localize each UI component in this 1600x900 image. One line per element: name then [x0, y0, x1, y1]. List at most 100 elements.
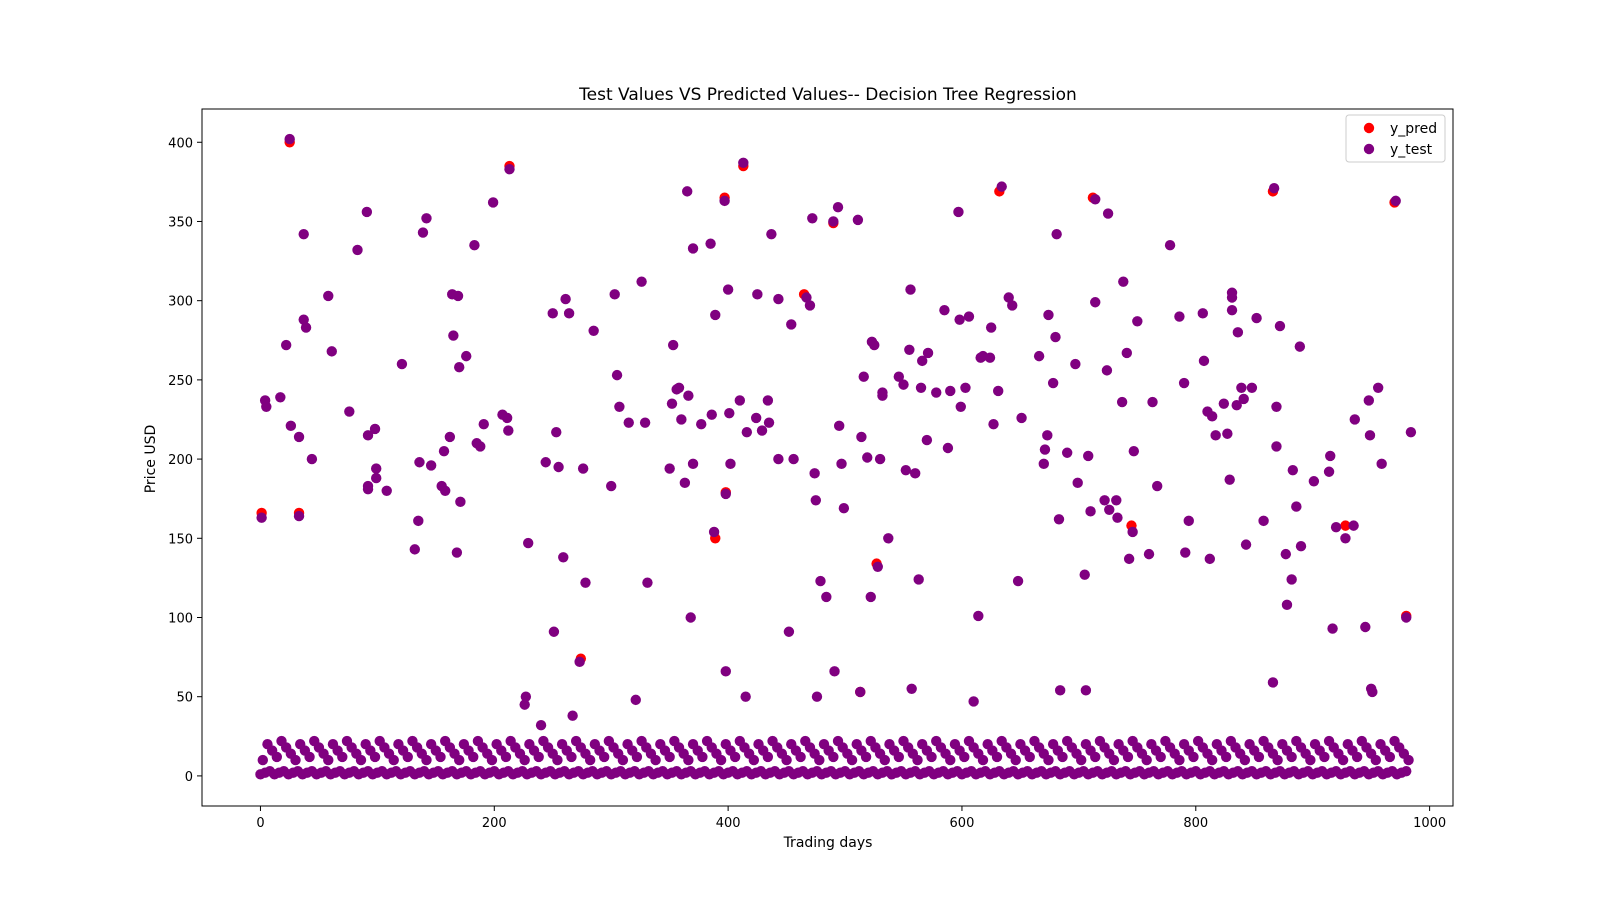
data-point-y-test	[763, 417, 775, 428]
data-point-y-test	[501, 412, 513, 424]
data-point-y-test	[1251, 312, 1262, 324]
data-point-y-test	[1174, 311, 1185, 322]
data-point-y-test	[396, 358, 408, 370]
data-point-y-test	[421, 754, 432, 766]
data-point-y-test	[1180, 547, 1191, 558]
data-point-y-test	[1003, 292, 1014, 303]
data-point-y-test	[773, 293, 784, 305]
data-point-y-test	[893, 371, 905, 382]
data-point-y-test	[519, 754, 530, 766]
data-point-y-test	[560, 293, 571, 305]
data-point-y-test	[783, 626, 795, 637]
data-point-y-test	[809, 468, 820, 479]
data-point-y-test	[1147, 396, 1158, 408]
data-point-y-test	[883, 533, 894, 544]
data-point-y-test	[1240, 539, 1252, 550]
data-point-y-test	[352, 244, 363, 256]
x-tick-label: 400	[716, 816, 741, 831]
data-point-y-test	[810, 495, 822, 506]
data-point-y-test	[741, 426, 753, 438]
data-point-y-test	[444, 431, 456, 443]
data-point-y-test	[1128, 445, 1140, 457]
data-point-y-test	[1286, 574, 1297, 585]
data-point-y-test	[413, 515, 424, 527]
data-point-y-test	[815, 575, 826, 587]
data-point-y-test	[893, 751, 905, 763]
data-point-y-test	[1224, 474, 1235, 485]
x-axis-label: Trading days	[783, 835, 873, 851]
data-point-y-test	[945, 754, 956, 766]
data-point-y-test	[1376, 458, 1387, 470]
data-point-y-test	[939, 304, 950, 316]
data-point-y-test	[879, 754, 890, 766]
data-point-y-test	[275, 392, 286, 403]
data-point-y-test	[687, 243, 699, 254]
data-point-y-test	[1104, 504, 1115, 515]
data-point-y-test	[781, 754, 792, 766]
data-point-y-test	[687, 458, 699, 470]
data-point-y-test	[323, 290, 334, 302]
data-point-y-test	[371, 463, 382, 474]
data-point-y-test	[942, 442, 954, 454]
y-axis: 0 50 100 150 200 250 300 350 400	[168, 136, 202, 785]
data-point-y-test	[584, 754, 596, 766]
data-point-y-test	[1222, 428, 1233, 439]
data-point-y-test	[1323, 466, 1335, 477]
data-point-y-test	[828, 751, 839, 763]
data-point-y-test	[917, 355, 928, 367]
data-point-y-test	[1287, 464, 1299, 476]
data-point-y-test	[1174, 754, 1185, 766]
data-point-y-test	[762, 751, 774, 763]
data-point-y-test	[1274, 320, 1286, 332]
data-point-y-test	[566, 751, 577, 763]
data-point-y-test	[926, 751, 937, 763]
data-point-y-test	[801, 292, 812, 303]
data-point-y-test	[1127, 526, 1138, 538]
data-point-y-test	[1401, 612, 1412, 623]
data-point-y-test	[988, 419, 999, 430]
data-point-y-test	[1258, 515, 1269, 527]
data-point-y-test	[1141, 754, 1152, 766]
plot-frame	[201, 108, 1454, 807]
data-point-y-test	[1231, 400, 1242, 411]
data-point-y-test	[617, 754, 629, 766]
data-point-y-test	[1061, 447, 1073, 458]
data-point-y-test	[487, 197, 499, 208]
data-point-y-test	[371, 472, 382, 484]
data-point-y-test	[519, 699, 530, 710]
data-point-y-test	[280, 339, 292, 351]
data-point-y-test	[639, 417, 651, 428]
data-point-y-test	[1370, 754, 1382, 766]
data-point-y-test	[1325, 450, 1336, 462]
data-point-y-test	[1363, 395, 1375, 406]
data-point-y-test	[931, 387, 942, 398]
data-point-y-test	[1007, 300, 1018, 311]
data-point-y-test	[773, 453, 784, 465]
data-point-y-test	[284, 133, 295, 145]
data-point-y-test	[664, 463, 675, 474]
data-point-y-test	[1308, 476, 1320, 487]
data-point-y-test	[1337, 754, 1349, 766]
data-point-y-test	[439, 485, 451, 496]
data-point-y-test	[1101, 365, 1113, 376]
data-point-y-test	[900, 464, 912, 476]
data-point-y-test	[304, 751, 315, 763]
data-point-y-test	[362, 483, 374, 495]
data-point-y-test	[719, 195, 730, 207]
data-point-y-test	[548, 626, 560, 637]
data-point-y-test	[337, 751, 348, 763]
data-point-y-test	[1291, 501, 1302, 512]
y-tick-label: 250	[168, 374, 193, 389]
data-point-y-test	[574, 656, 585, 668]
data-point-y-test	[362, 430, 374, 441]
data-point-y-test	[1267, 677, 1279, 688]
data-point-y-test	[708, 526, 720, 538]
data-point-y-test	[852, 214, 864, 226]
data-point-y-test	[832, 202, 844, 213]
data-point-y-test	[1079, 569, 1090, 580]
data-point-y-test	[748, 754, 760, 766]
data-point-y-test	[1085, 506, 1096, 517]
data-point-y-test	[631, 751, 643, 763]
y-tick-label: 0	[185, 770, 193, 785]
plot-area	[255, 133, 1417, 780]
